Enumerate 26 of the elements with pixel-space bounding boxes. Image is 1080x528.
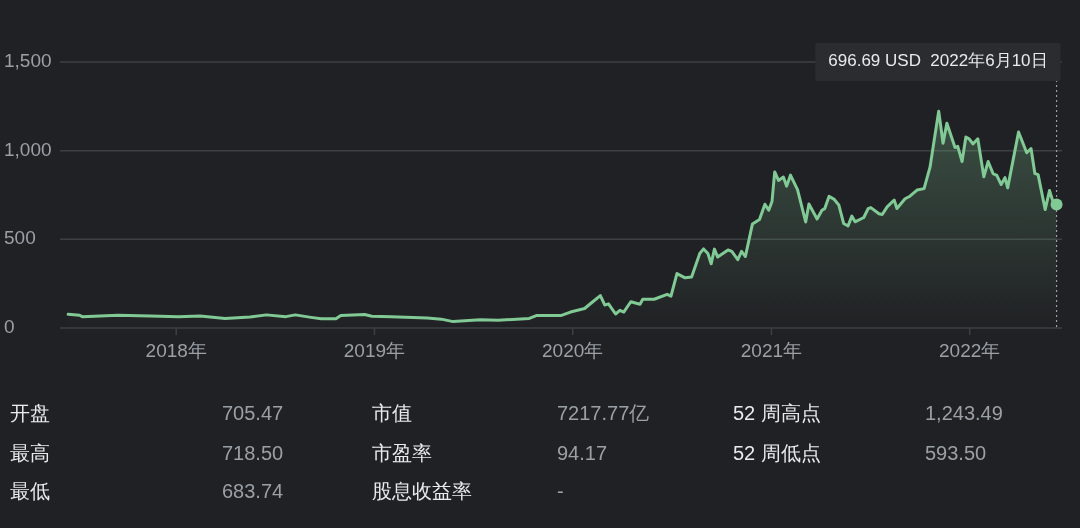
text: 718.50 [222,442,284,465]
x-tick-label: 2021年 [740,340,803,362]
text: 52 周高点 [733,402,821,425]
y-tick-label: 1,000 [4,138,52,160]
text: 股息收益率 [372,480,472,503]
text: 最高 [10,442,50,465]
annotation: 696.69 USD 2022年6月10日 [828,51,1048,71]
text: 市值 [372,402,412,425]
text: 最低 [10,480,50,503]
text: 7217.77亿 [557,402,650,425]
text: 94.17 [557,442,608,465]
y-tick-label: 0 [4,316,15,338]
y-tick-label: 1,500 [4,50,52,72]
x-tick-label: 2019年 [343,340,406,362]
x-tick-label: 2020年 [542,340,604,362]
text: 52 周低点 [733,442,821,465]
text: 1,243.49 [925,402,1003,425]
text: 683.74 [222,480,284,503]
text: 705.47 [222,402,284,425]
y-tick-label: 500 [4,227,36,249]
text: 开盘 [10,402,50,425]
text: - [557,480,564,503]
x-tick-label: 2022年 [939,340,1001,362]
x-tick-label: 2018年 [145,340,207,362]
text: 593.50 [925,442,987,465]
text: 市盈率 [372,442,432,465]
